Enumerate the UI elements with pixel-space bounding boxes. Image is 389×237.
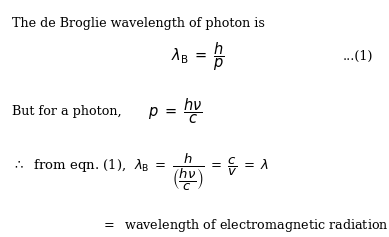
Text: $\lambda_{\mathrm{B}}\; =\; \dfrac{h}{p}$: $\lambda_{\mathrm{B}}\; =\; \dfrac{h}{p}… bbox=[171, 41, 225, 73]
Text: $p\; =\; \dfrac{h\nu}{c}$: $p\; =\; \dfrac{h\nu}{c}$ bbox=[148, 97, 202, 126]
Text: $\therefore\;$ from eqn. (1),  $\lambda_{\mathrm{B}}\; =\; \dfrac{h}{\left(\dfra: $\therefore\;$ from eqn. (1), $\lambda_{… bbox=[12, 153, 269, 193]
Text: The de Broglie wavelength of photon is: The de Broglie wavelength of photon is bbox=[12, 17, 265, 30]
Text: ...(1): ...(1) bbox=[342, 50, 373, 63]
Text: But for a photon,: But for a photon, bbox=[12, 105, 121, 118]
Text: $=\;$ wavelength of electromagnetic radiation.: $=\;$ wavelength of electromagnetic radi… bbox=[101, 217, 389, 234]
